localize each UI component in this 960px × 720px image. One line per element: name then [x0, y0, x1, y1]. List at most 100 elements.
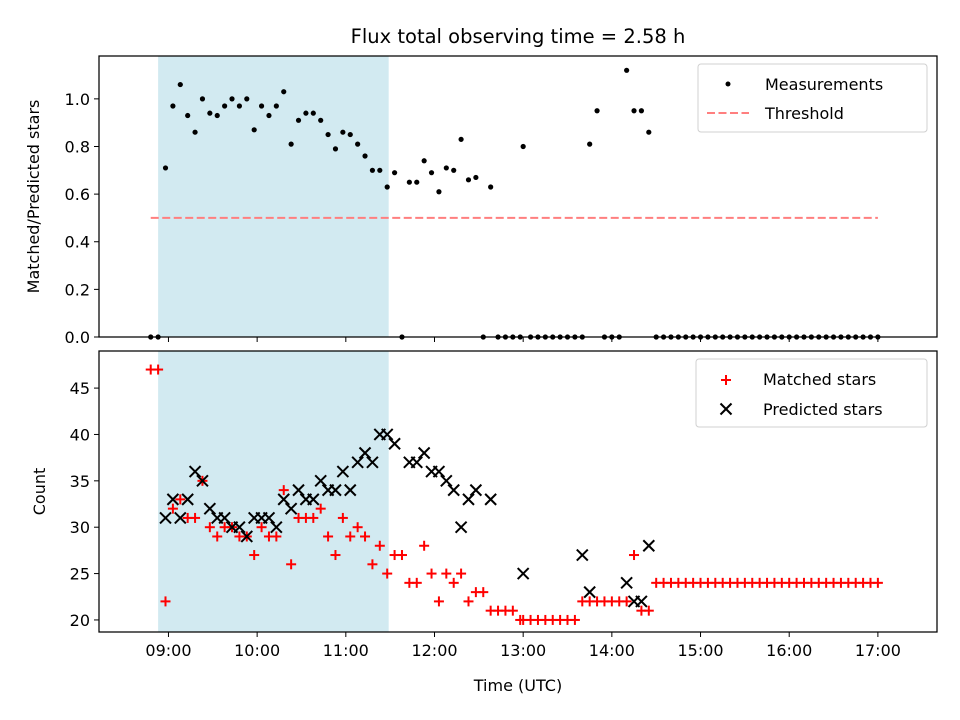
predicted-stars-point	[240, 530, 254, 543]
measurement-point	[288, 141, 294, 147]
measurement-point	[391, 170, 398, 176]
matched-stars-point	[278, 485, 289, 496]
y-tick-label: 0.4	[65, 233, 90, 252]
y-tick-label: 0.6	[65, 185, 90, 204]
count-legend: Matched stars Predicted stars	[695, 358, 928, 428]
measurement-point	[638, 108, 645, 114]
predicted-stars-point	[583, 585, 596, 599]
measurement-point	[229, 96, 235, 102]
predicted-stars-point	[336, 465, 350, 478]
ratio-plot-frame	[98, 55, 938, 338]
measurement-point	[214, 112, 220, 119]
matched-stars-point	[153, 364, 164, 375]
matched-legend-marker	[721, 375, 731, 385]
matched-stars-point	[286, 559, 297, 570]
measurement-point	[520, 143, 526, 150]
y-tick-label: 1.0	[65, 90, 90, 109]
predicted-legend-marker	[719, 402, 733, 416]
measurement-point	[177, 81, 183, 88]
matched-stars-point	[872, 577, 883, 588]
matched-stars-point	[271, 531, 282, 542]
predicted-stars-point	[516, 567, 530, 580]
x-tick-label: 16:00	[766, 641, 812, 660]
x-tick-label: 11:00	[323, 641, 369, 660]
predicted-stars-point	[351, 456, 364, 469]
x-tick-label: 09:00	[145, 641, 191, 660]
measurement-point	[414, 179, 420, 185]
y-tick-label: 0.0	[65, 328, 90, 347]
predicted-stars-point	[366, 456, 379, 469]
measurement-point	[318, 117, 324, 123]
x-tick-label: 12:00	[411, 641, 457, 660]
measurement-point	[310, 110, 316, 116]
measurements-legend-marker	[725, 81, 731, 87]
predicted-stars-point	[233, 520, 246, 534]
measurement-point	[244, 96, 250, 102]
measurement-point	[384, 184, 390, 190]
predicted-stars-point	[262, 511, 276, 525]
matched-stars-point	[569, 614, 580, 625]
predicted-stars-point	[203, 502, 217, 515]
measurement-point	[332, 146, 339, 152]
predicted-stars-point	[314, 474, 327, 488]
matched-stars-point	[507, 605, 518, 616]
predicted-stars-point	[181, 493, 194, 506]
chart-title: Flux total observing time = 2.58 h	[351, 25, 686, 48]
matched-stars-point	[330, 550, 341, 561]
matched-legend-label: Matched stars	[763, 370, 876, 389]
ratio-panel: 0.0 0.2 0.4 0.6 0.8 1.0 Matched/Predicted sta…	[24, 55, 938, 347]
matched-stars-point	[204, 522, 215, 533]
count-plot-frame	[98, 350, 938, 633]
matched-stars-point	[411, 577, 422, 588]
matched-stars-point	[396, 550, 407, 561]
measurement-point	[465, 177, 472, 183]
measurement-point	[185, 112, 191, 119]
y-tick-label: 25	[70, 565, 90, 584]
y-tick-label: 20	[70, 611, 90, 630]
matched-stars-point	[345, 531, 356, 542]
measurement-point	[192, 129, 198, 135]
matched-stars-point	[629, 550, 640, 561]
predicted-stars-point	[454, 520, 468, 534]
measurement-point	[325, 131, 331, 138]
measurement-point	[646, 129, 652, 135]
count-series	[145, 364, 883, 625]
measurement-point	[458, 136, 464, 142]
matched-stars-point	[643, 605, 654, 616]
matched-stars-point	[190, 512, 201, 523]
predicted-stars-point	[440, 474, 453, 488]
predicted-stars-point	[469, 483, 483, 497]
predicted-stars-point	[380, 428, 394, 441]
measurement-point	[251, 127, 257, 133]
measurement-point	[631, 108, 637, 114]
observing-window-span	[158, 351, 389, 632]
predicted-stars-point	[388, 437, 401, 450]
y-tick-label: 45	[70, 379, 90, 398]
matched-stars-point	[360, 531, 371, 542]
count-panel: 20 25 30 35 40 45 09:00 10:00 11:00 12:00 13:00 14…	[30, 350, 938, 660]
predicted-stars-point	[484, 493, 497, 506]
measurement-point	[473, 174, 479, 181]
ratio-legend-box	[697, 63, 928, 133]
predicted-stars-point	[270, 520, 283, 534]
predicted-legend-label: Predicted stars	[763, 400, 883, 419]
measurement-point	[436, 189, 442, 195]
measurement-point	[258, 103, 265, 109]
matched-stars-point	[448, 577, 459, 588]
measurement-point	[428, 170, 435, 176]
measurement-point	[594, 108, 600, 114]
matched-stars-point	[352, 522, 363, 533]
count-y-axis: 20 25 30 35 40 45	[70, 379, 99, 630]
matched-stars-point	[323, 531, 334, 542]
matched-stars-point	[426, 568, 437, 579]
measurement-point	[362, 153, 368, 159]
predicted-stars-point	[218, 511, 231, 525]
measurement-point	[347, 131, 353, 138]
matched-stars-point	[621, 596, 632, 607]
matched-stars-point	[463, 596, 474, 607]
matched-stars-point	[433, 596, 444, 607]
threshold-legend-label: Threshold	[764, 104, 844, 123]
measurement-point	[443, 165, 449, 171]
matched-stars-point	[374, 540, 385, 551]
